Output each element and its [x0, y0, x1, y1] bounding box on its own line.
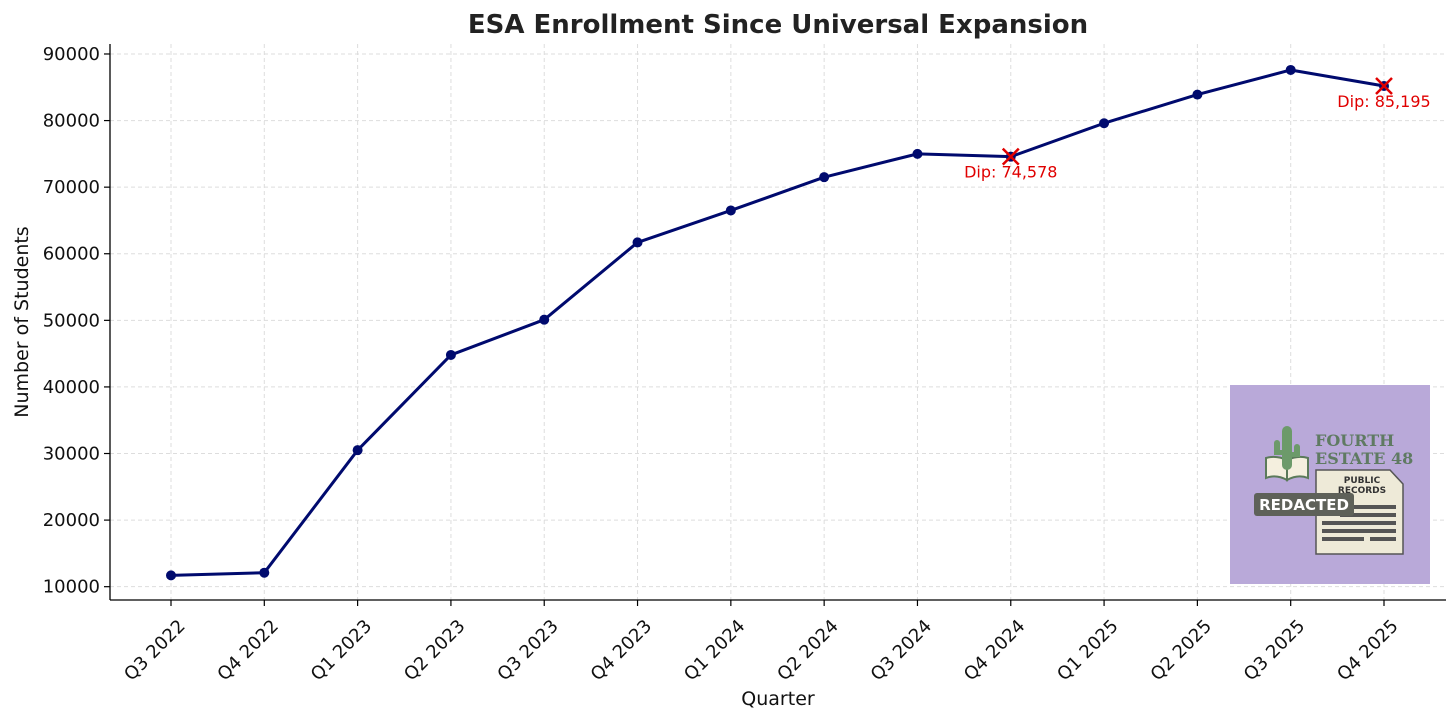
y-tick-label: 60000 [43, 244, 100, 265]
public-records-document-icon: PUBLIC RECORDS [1315, 469, 1404, 555]
annotations: Dip: 74,578 Dip: 85,195 [964, 77, 1431, 182]
data-point [1099, 118, 1110, 129]
y-axis-ticks: 10000 20000 30000 40000 50000 60000 70000 80000… [43, 44, 110, 598]
series-line [170, 68, 1385, 577]
grid [110, 44, 1446, 600]
data-point [912, 148, 923, 159]
y-tick-label: 40000 [43, 377, 100, 398]
logo-line-1: FOURTH [1315, 431, 1394, 450]
y-tick-label: 10000 [43, 577, 100, 598]
data-point [445, 349, 456, 360]
chart-title: ESA Enrollment Since Universal Expansion [468, 10, 1088, 40]
logo-doc-line-2: RECORDS [1338, 486, 1386, 496]
dip-marker [1375, 77, 1393, 95]
data-point [539, 314, 550, 325]
x-tick-label: Q3 2024 [867, 616, 936, 685]
x-tick-label: Q1 2023 [307, 616, 376, 685]
x-tick-label: Q2 2023 [400, 616, 469, 685]
y-tick-label: 20000 [43, 510, 100, 531]
logo-doc-line-1: PUBLIC [1344, 476, 1381, 486]
x-tick-label: Q4 2025 [1333, 616, 1402, 685]
dip-marker [1001, 147, 1020, 166]
y-tick-label: 80000 [43, 111, 100, 132]
x-tick-label: Q1 2025 [1053, 616, 1122, 685]
x-tick-label: Q3 2023 [493, 616, 562, 685]
data-point [1285, 64, 1296, 75]
y-tick-label: 70000 [43, 177, 100, 198]
x-tick-label: Q1 2024 [680, 616, 749, 685]
book-cactus-icon [1265, 426, 1309, 482]
data-point [632, 237, 643, 248]
data-point [1192, 89, 1203, 100]
logo-line-2: ESTATE 48 [1315, 449, 1413, 468]
data-point [166, 570, 176, 581]
dip-annotation-label: Dip: 74,578 [964, 163, 1057, 182]
x-tick-label: Q4 2022 [213, 616, 282, 685]
redacted-badge [1254, 493, 1354, 516]
x-tick-label: Q3 2022 [120, 616, 189, 685]
data-point [725, 205, 736, 216]
y-tick-label: 90000 [43, 44, 100, 65]
data-point [819, 172, 830, 183]
x-axis-ticks: Q3 2022 Q4 2022 Q1 2023 Q2 2023 Q3 2023 Q4 20… [120, 600, 1403, 685]
y-tick-label: 30000 [43, 444, 100, 465]
x-tick-label: Q2 2025 [1147, 616, 1216, 685]
x-tick-label: Q4 2024 [960, 616, 1029, 685]
y-axis-label: Number of Students [11, 226, 33, 417]
x-tick-label: Q3 2025 [1240, 616, 1309, 685]
logo-watermark: FOURTH ESTATE 48 PUBLIC RECORDS REDACTED [1230, 385, 1430, 584]
x-tick-label: Q2 2024 [773, 616, 842, 685]
data-point [352, 445, 363, 456]
x-axis-label: Quarter [741, 688, 815, 710]
y-tick-label: 50000 [43, 310, 100, 331]
dip-annotation-label: Dip: 85,195 [1337, 92, 1430, 111]
data-point [259, 567, 270, 578]
data-points [166, 64, 1389, 581]
redacted-badge-label: REDACTED [1259, 496, 1349, 514]
x-tick-label: Q4 2023 [587, 616, 656, 685]
